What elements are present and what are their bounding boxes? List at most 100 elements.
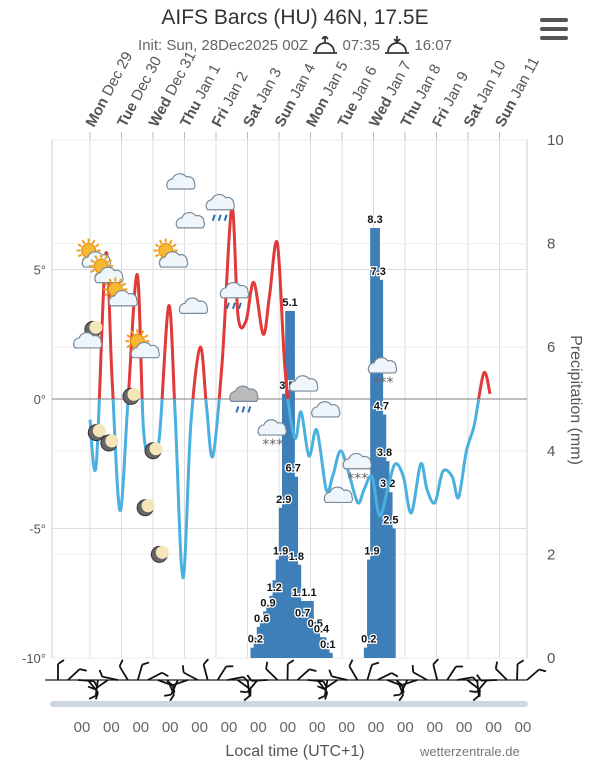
temperature-line-warm [97,205,492,399]
sun-ray [143,334,149,339]
menu-icon[interactable] [540,18,568,40]
cloud-icon [178,297,209,314]
cloud-icon [166,173,196,190]
sun-ray [118,278,123,283]
wind-barb-shaft [227,676,244,681]
snow-flake: * [372,375,379,391]
init-line: Init: Sun, 28Dec2025 00Z 07:35 16:07 [0,34,590,56]
precip-value-label: 1.1 [301,587,316,599]
rain-drop [225,302,230,310]
precip-tick-label: 0 [547,650,555,667]
moon-crescent [155,545,169,559]
cloud-shape [289,375,319,392]
sun-ray [172,243,177,248]
precip-tick-label: 8 [547,236,555,253]
wind-barb [411,664,428,681]
wind-barb-flag [398,694,405,702]
day-date: Jan 5 [319,59,351,99]
x-axis-label: Local time (UTC+1) [225,743,365,760]
wind-barb [472,679,480,702]
sun-ray [108,278,113,283]
wind-barb-flag [166,680,174,686]
day-date: Jan 2 [219,69,251,109]
sun-ray [104,282,109,287]
wind-barb-shaft [331,675,348,681]
precip-tick-label: 10 [547,132,564,149]
cloud-shape [130,341,160,359]
chart-title: AIFS Barcs (HU) 46N, 17.5E [161,6,429,29]
cloud-shape [323,486,353,504]
snow-flake: * [269,437,276,453]
wind-barb-flag [118,659,124,667]
snow-cloud-icon: * * * [342,452,372,487]
temp-tick-label: 5° [34,263,46,278]
wind-barb-shaft [183,671,199,681]
cloud-icon [289,375,319,392]
wind-barb [348,659,359,681]
sun-ray [90,269,95,273]
sun-ray [168,239,173,245]
sun-ray [126,334,131,339]
sun-ray [154,243,160,248]
wind-barb [136,661,150,681]
sun-cloud-icon [153,238,189,268]
wind-barb-shaft [401,679,418,686]
sun-ray [77,253,83,258]
wind-barb-shaft [412,671,428,681]
wind-barb-shaft [495,668,508,681]
moon-icon [144,442,163,460]
wind-barb-flag [169,694,175,702]
precip-axis-label: Precipitation (mm) [567,335,584,465]
wind-barb-flag [98,669,104,678]
moon-icon [136,499,155,517]
wind-barb [243,679,251,702]
snow-cloud-icon: * * * [257,419,287,453]
hour-label: 00 [221,719,238,736]
wind-barb-flag [328,669,333,677]
wind-barb-shaft [216,665,227,681]
wind-barb-flag [393,693,401,697]
precip-value-label: 0.2 [361,634,376,646]
wind-barb-flag [243,695,251,702]
wind-barb-shaft [265,668,279,681]
hour-label: 00 [279,719,296,736]
precip-value-label: 4.7 [374,401,389,413]
wind-barb-shaft [172,679,189,687]
credit-text[interactable]: wetterzentrale.de [420,744,520,759]
rain-drop [237,302,242,310]
wind-barb [67,668,87,681]
wind-barb [166,679,189,687]
rain-cloud-icon [205,193,235,222]
rain-drop [241,406,246,413]
precip-tick-label: 6 [547,339,555,356]
precip-value-label: 1.1 [292,587,307,599]
wind-barb [296,668,317,681]
hour-label: 00 [103,719,120,736]
hour-label: 00 [74,719,91,736]
wind-barb-flag [57,659,65,665]
rain-drop [247,406,252,413]
wind-barb-shaft [526,668,540,681]
hour-label: 00 [132,719,149,736]
wind-barb-flag [317,694,326,700]
wind-barb-flag [371,661,380,666]
cloud-shape [219,281,250,299]
precip-value-label: 0.5 [308,618,323,630]
cloud-shape [178,297,209,314]
cloud-shape [175,212,205,229]
wind-barb-flag [79,668,87,672]
rain-drop [235,406,240,413]
rain-cloud-icon [219,281,250,310]
wind-barb-flag [324,692,329,700]
wind-barb [494,661,508,681]
wind-barb-flag [226,665,234,668]
precip-value-label: 1.9 [364,546,379,558]
wind-barb [181,665,199,681]
wind-barb-shaft [202,664,209,681]
wind-barb-flag [141,661,150,666]
rain-drop [223,214,228,222]
wind-barb [163,679,179,697]
day-date: Jan 6 [348,63,380,103]
day-date: Jan 3 [253,65,285,105]
wind-barb-shaft [323,679,338,690]
